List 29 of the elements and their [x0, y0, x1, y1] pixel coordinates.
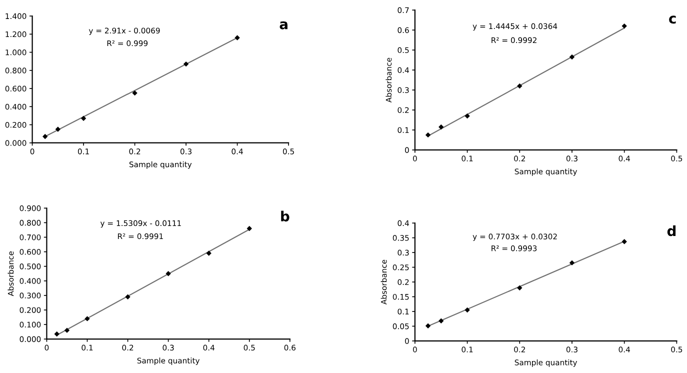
point: [569, 260, 575, 266]
point: [64, 328, 70, 333]
point: [438, 124, 444, 130]
point: [464, 113, 470, 119]
point: [206, 250, 212, 256]
point: [234, 35, 240, 40]
point: [517, 83, 522, 89]
point: [622, 239, 627, 244]
point: [622, 23, 627, 29]
chart-title: a: [280, 21, 288, 30]
point: [183, 61, 189, 67]
chart-title: d: [667, 225, 676, 236]
point: [54, 331, 60, 337]
point: [166, 270, 171, 276]
chart-title: c: [669, 16, 676, 24]
point: [438, 318, 444, 324]
point: [55, 126, 61, 132]
point: [246, 226, 252, 232]
point: [132, 90, 138, 96]
point: [125, 294, 130, 300]
point: [42, 134, 48, 140]
point: [425, 132, 431, 138]
chart-title: b: [281, 210, 290, 222]
point: [425, 323, 431, 328]
point: [517, 285, 522, 290]
point: [464, 307, 470, 313]
point: [84, 316, 90, 322]
point: [80, 116, 86, 121]
point: [569, 54, 575, 60]
